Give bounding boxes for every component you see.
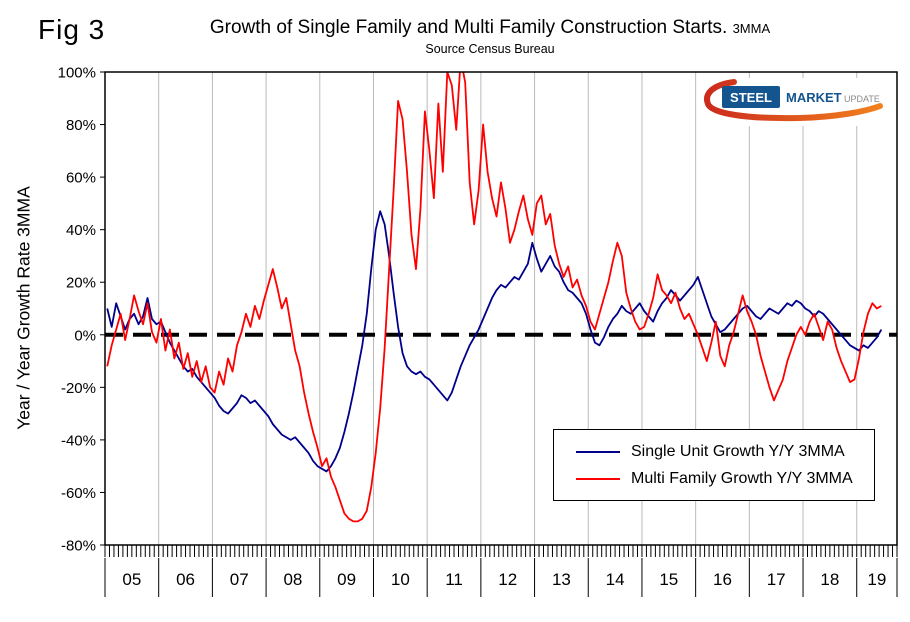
smu-logo: STEEL MARKET UPDATE [700, 78, 892, 126]
y-axis-labels: 100% 80% 60% 40% 20% 0% -20% -40% -60% -80% [58, 65, 105, 555]
svg-text:12: 12 [498, 570, 517, 589]
svg-text:06: 06 [176, 570, 195, 589]
logo-update-text: UPDATE [844, 94, 880, 104]
x-axis-labels: 05 06 07 08 09 10 11 12 13 14 15 16 17 18 19 [122, 570, 886, 589]
legend-label-single: Single Unit Growth Y/Y 3MMA [631, 442, 845, 460]
logo-steel-box [722, 86, 780, 108]
legend-line-multi [576, 477, 620, 480]
x-axis-minor-ticks [104, 545, 898, 557]
svg-text:-20%: -20% [61, 380, 96, 397]
logo-market-text: MARKET [786, 90, 842, 105]
svg-text:16: 16 [713, 570, 732, 589]
svg-text:100%: 100% [58, 65, 96, 82]
svg-text:13: 13 [552, 570, 571, 589]
smu-logo-graphic: STEEL MARKET UPDATE [704, 79, 883, 122]
figure-label: Fig 3 [38, 14, 106, 45]
legend-item-single: Single Unit Growth Y/Y 3MMA [576, 443, 874, 461]
svg-text:11: 11 [445, 570, 463, 589]
chart-title-suffix: 3MMA [732, 21, 771, 36]
legend: Single Unit Growth Y/Y 3MMA Multi Family… [553, 429, 875, 501]
svg-text:19: 19 [867, 570, 886, 589]
svg-text:14: 14 [606, 570, 625, 589]
legend-label-multi: Multi Family Growth Y/Y 3MMA [631, 469, 853, 487]
svg-text:20%: 20% [66, 275, 96, 292]
legend-line-single [576, 450, 620, 453]
svg-text:18: 18 [820, 570, 839, 589]
logo-steel-text: STEEL [730, 90, 772, 105]
logo-swoosh [704, 79, 883, 122]
chart-title: Growth of Single Family and Multi Family… [95, 17, 885, 39]
legend-item-multi: Multi Family Growth Y/Y 3MMA [576, 470, 874, 488]
svg-text:10: 10 [391, 570, 410, 589]
svg-text:-80%: -80% [61, 538, 96, 555]
svg-text:40%: 40% [66, 222, 96, 239]
svg-text:08: 08 [283, 570, 302, 589]
series-line-0 [106, 210, 883, 473]
chart-subtitle: Source Census Bureau [425, 41, 555, 56]
chart-title-wrap: Growth of Single Family and Multi Family… [95, 17, 885, 56]
series-line-1 [106, 72, 882, 523]
svg-text:15: 15 [659, 570, 678, 589]
svg-text:0%: 0% [74, 327, 96, 344]
plot-border [104, 71, 898, 546]
chart-title-text: Growth of Single Family and Multi Family… [209, 17, 728, 38]
svg-text:60%: 60% [66, 170, 96, 187]
svg-text:-60%: -60% [61, 485, 96, 502]
x-axis-year-separators [104, 558, 898, 597]
svg-text:09: 09 [337, 570, 356, 589]
svg-text:-40%: -40% [61, 432, 96, 449]
svg-text:80%: 80% [66, 117, 96, 134]
svg-text:05: 05 [122, 570, 141, 589]
svg-text:17: 17 [767, 570, 786, 589]
svg-text:07: 07 [230, 570, 249, 589]
